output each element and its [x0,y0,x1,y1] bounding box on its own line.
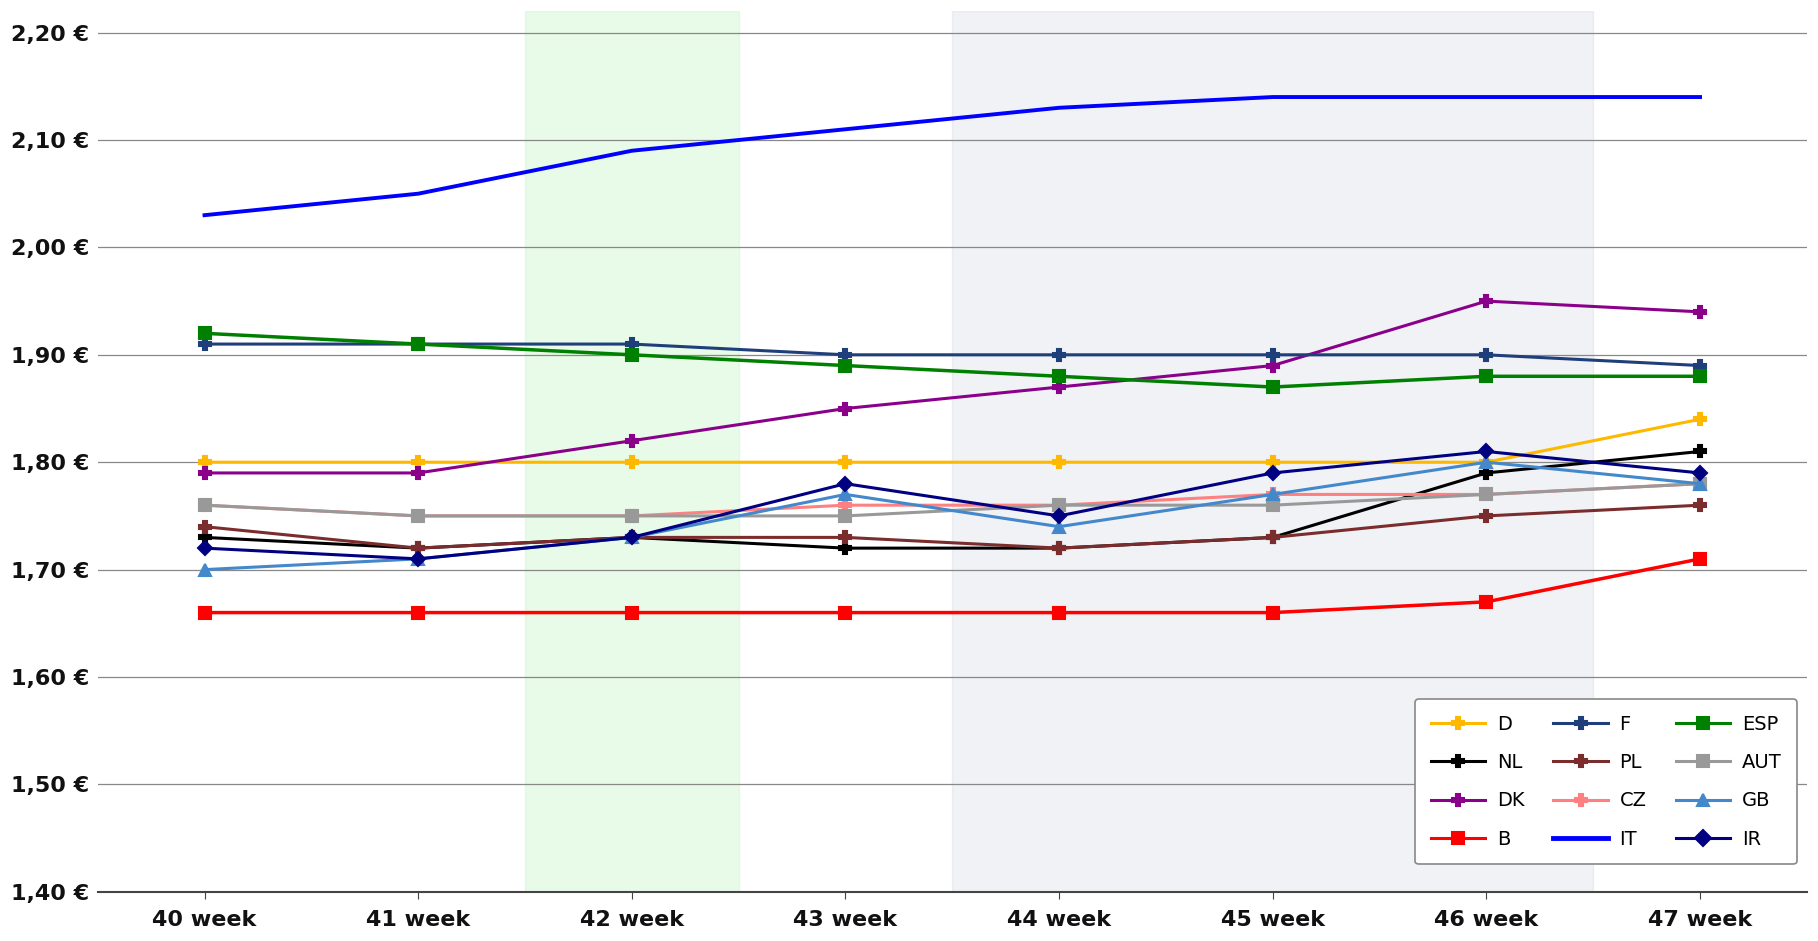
Legend: D, NL, DK, B, F, PL, CZ, IT, ESP, AUT, GB, IR: D, NL, DK, B, F, PL, CZ, IT, ESP, AUT, G… [1414,699,1798,865]
Bar [525,11,738,892]
Bar [953,11,1593,892]
